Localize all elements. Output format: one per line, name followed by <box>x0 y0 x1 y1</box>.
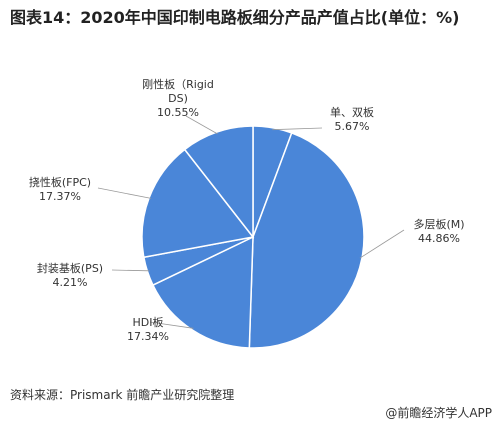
source-note: 资料来源：Prismark 前瞻产业研究院整理 <box>10 388 235 402</box>
leader-line-slice-multilayer <box>359 229 405 259</box>
chart-title: 图表14：2020年中国印制电路板细分产品产值占比(单位：%) <box>10 8 460 27</box>
slice-rigid <box>183 125 254 240</box>
slice-label-multilayer: 多层板(M) 44.86% <box>396 218 482 246</box>
slice-name: 刚性板（Rigid DS) <box>142 78 214 105</box>
slice-value: 4.21% <box>52 276 88 289</box>
leader-line-slice-fpc <box>97 187 152 199</box>
slice-value: 17.37% <box>39 190 81 203</box>
leader-line-slice-rigid <box>185 115 218 135</box>
slice-value: 44.86% <box>418 232 460 245</box>
slice-name: 单、双板 <box>330 106 374 119</box>
slice-multilayer <box>248 132 365 349</box>
slice-value: 10.55% <box>157 106 199 119</box>
slice-label-package-substrate: 封装基板(PS) 4.21% <box>18 262 122 290</box>
leader-line-slice-hdi <box>149 321 194 329</box>
slice-hdi <box>151 235 254 349</box>
slice-label-fpc: 挠性板(FPC) 17.37% <box>14 176 106 204</box>
slice-name: 封装基板(PS) <box>36 262 104 275</box>
leader-line-slice-package-substrate <box>111 269 150 272</box>
slice-label-rigid: 刚性板（Rigid DS) 10.55% <box>122 78 234 120</box>
slice-value: 17.34% <box>127 330 169 343</box>
slice-label-hdi: HDI板 17.34% <box>118 316 178 344</box>
slice-label-single-double: 单、双板 5.67% <box>312 106 392 134</box>
leader-line-slice-single-double <box>272 127 323 131</box>
slice-value: 5.67% <box>334 120 370 133</box>
slice-name: 多层板(M) <box>413 218 465 231</box>
brand-text: @前瞻经济学人APP <box>385 406 492 420</box>
brand-watermark: @前瞻经济学人APP <box>385 404 492 421</box>
slice-name: 挠性板(FPC) <box>28 176 92 189</box>
slice-name: HDI板 <box>132 316 164 329</box>
